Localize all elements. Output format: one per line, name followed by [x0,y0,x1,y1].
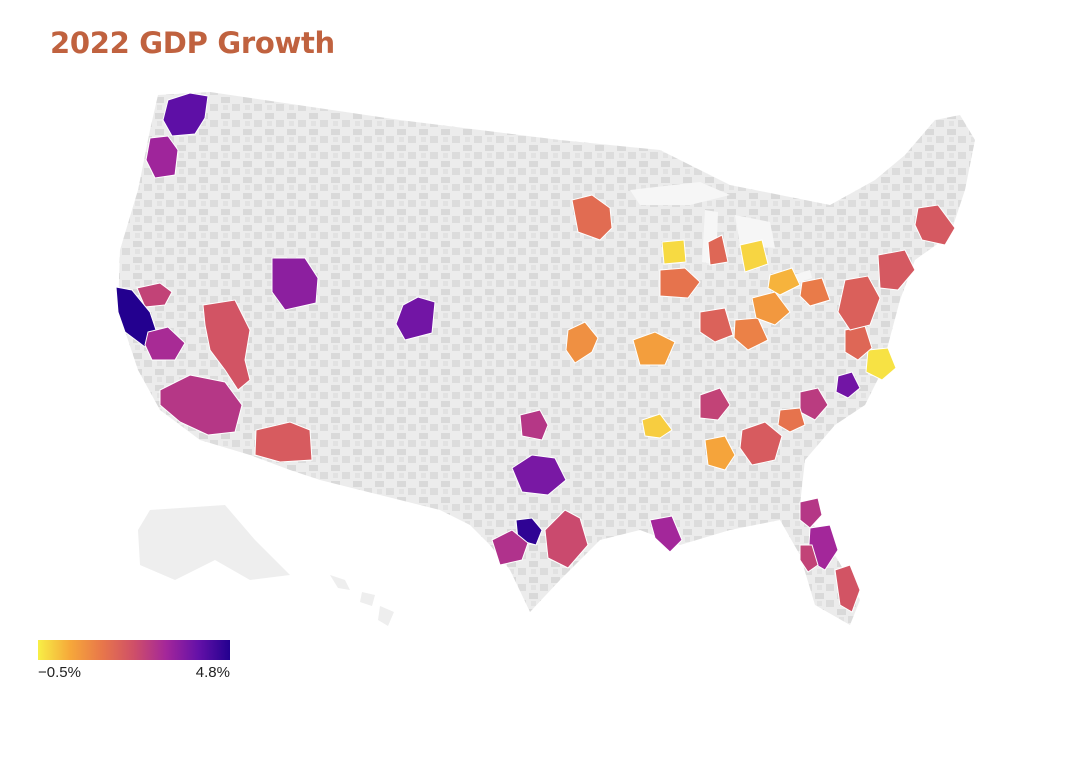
metro-area-atlanta [739,421,783,466]
metro-area-los-angeles [159,374,243,436]
metro-area-new-york [877,249,916,291]
metro-area-tampa [799,544,819,573]
metro-area-memphis [641,413,673,439]
metro-area-salt-lake-city [395,296,436,341]
metro-area-greensboro [777,407,806,433]
hawaii-shape [330,575,394,626]
color-scale-bar [38,640,230,660]
metro-area-st-louis [632,331,676,366]
metro-area-chicago [659,267,701,299]
metro-area-seattle [162,92,209,137]
metro-area-raleigh [835,371,861,399]
metro-area-cincinnati [733,317,769,351]
metro-area-minneapolis [571,194,613,241]
color-legend: −0.5% 4.8% [38,640,230,684]
us-landmass [118,92,975,626]
metro-area-reno [202,299,251,391]
metro-area-cleveland [767,267,801,296]
metro-area-grand-rapids [707,234,729,266]
metro-area-jacksonville [799,497,823,529]
metro-area-indianapolis [699,307,734,343]
legend-max-label: 4.8% [195,664,230,681]
metro-area-birmingham [704,435,736,471]
metro-area-virginia-beach [865,347,897,381]
metro-area-houston [544,509,589,569]
metro-area-portland [145,135,179,179]
lake-superior [630,182,730,205]
metro-area-phoenix [254,421,313,463]
metro-area-oklahoma-city [519,409,549,441]
metro-area-boston [914,204,956,246]
metro-area-dallas [511,454,567,496]
great-lakes [630,182,812,290]
map-title: 2022 GDP Growth [50,26,335,60]
metro-area-boise [271,257,319,311]
metro-area-kansas-city [565,321,599,364]
legend-min-label: −0.5% [38,664,81,681]
metro-area-san-antonio [491,529,529,566]
legend-labels: −0.5% 4.8% [38,664,230,684]
lake-huron-erie [735,215,812,290]
metro-area-pittsburgh [799,277,831,307]
metro-area-detroit [739,239,769,273]
metro-area-new-orleans [649,515,683,553]
metro-area-milwaukee [661,239,687,265]
metro-area-fresno [144,326,186,361]
metro-area-miami [834,564,861,613]
metro-areas [115,92,956,613]
metro-area-columbus [751,291,791,326]
metro-area-philadelphia [837,275,881,331]
alaska-shape [138,505,290,580]
metro-area-nashville [699,387,731,421]
